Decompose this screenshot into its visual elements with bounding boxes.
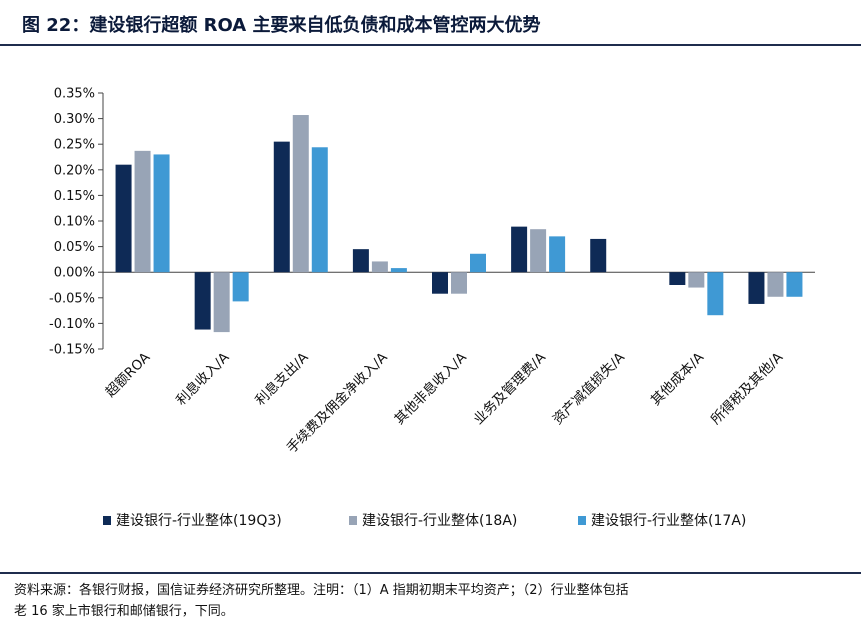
- bar: [590, 238, 607, 273]
- y-tick-label: -0.10%: [49, 317, 95, 332]
- legend-swatch: [349, 516, 357, 525]
- y-tick-label: -0.15%: [49, 343, 95, 358]
- bar: [115, 164, 132, 273]
- legend: 建设银行-行业整体(19Q3) 建设银行-行业整体(18A) 建设银行-行业整体(1…: [103, 513, 746, 529]
- footer-divider: [0, 572, 861, 574]
- x-category-label: 利息收入/A: [173, 348, 233, 408]
- bar: [194, 272, 211, 330]
- x-category-label: 业务及管理费/A: [471, 349, 550, 428]
- bar: [767, 272, 784, 297]
- bar: [311, 147, 328, 273]
- x-category-label: 所得税及其他/A: [707, 348, 787, 428]
- y-tick-label: -0.05%: [49, 291, 95, 306]
- bar: [390, 268, 407, 273]
- source-line-2: 老 16 家上市银行和邮储银行，下同。: [14, 604, 234, 619]
- bar: [134, 150, 151, 273]
- y-tick-label: 0.35%: [54, 87, 95, 102]
- bar: [432, 272, 448, 294]
- bar: [748, 272, 765, 304]
- figure-title: 图 22：建设银行超额 ROA 主要来自低负债和成本管控两大优势: [22, 15, 541, 36]
- bar: [549, 236, 566, 273]
- bar: [786, 272, 803, 297]
- y-tick-label: 0.25%: [54, 138, 95, 153]
- legend-label: 建设银行-行业整体(17A): [591, 513, 746, 529]
- x-category-label: 资产减值损失/A: [550, 349, 629, 428]
- source-line-1: 资料来源：各银行财报，国信证券经济研究所整理。注明：（1）A 指期初期末平均资产…: [14, 583, 629, 598]
- y-tick-label: 0.10%: [54, 215, 95, 230]
- bar: [511, 226, 528, 273]
- y-tick-label: 0.20%: [54, 163, 95, 178]
- bar: [451, 272, 467, 294]
- x-category-label: 超额ROA: [102, 349, 153, 400]
- title-bar: 图 22：建设银行超额 ROA 主要来自低负债和成本管控两大优势: [0, 0, 861, 46]
- bars: [115, 115, 803, 333]
- y-tick-label: 0.15%: [54, 189, 95, 204]
- legend-label: 建设银行-行业整体(18A): [362, 513, 517, 529]
- legend-swatch: [103, 516, 111, 525]
- bar: [292, 115, 309, 273]
- bar: [669, 272, 686, 285]
- y-tick-label: 0.30%: [54, 112, 95, 127]
- bar: [688, 272, 705, 288]
- bar-chart: 0.35% 0.30% 0.25% 0.20% 0.15% 0.10% 0.05% 0.00%…: [49, 87, 815, 529]
- y-tick-label: 0.05%: [54, 240, 95, 255]
- bar: [530, 229, 547, 273]
- bar: [232, 272, 249, 302]
- bar: [213, 272, 230, 333]
- x-category-label: 利息支出/A: [252, 348, 312, 408]
- source-note: 资料来源：各银行财报，国信证券经济研究所整理。注明：（1）A 指期初期末平均资产…: [14, 580, 849, 622]
- legend-label: 建设银行-行业整体(19Q3): [116, 513, 282, 529]
- legend-swatch: [578, 516, 586, 525]
- bar: [470, 253, 486, 273]
- x-category-label: 其他成本/A: [648, 349, 708, 409]
- bar: [273, 141, 290, 273]
- bar: [707, 272, 724, 316]
- bar: [153, 154, 170, 273]
- y-tick-label: 0.00%: [54, 266, 95, 281]
- bar: [371, 261, 388, 273]
- x-category-label: 其他非息收入/A: [391, 348, 471, 428]
- bar: [352, 249, 369, 273]
